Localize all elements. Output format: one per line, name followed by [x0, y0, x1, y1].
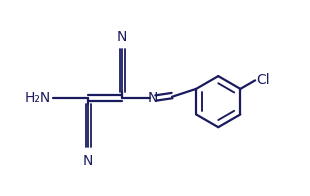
Text: N: N	[147, 92, 158, 105]
Text: H₂N: H₂N	[25, 91, 51, 105]
Text: N: N	[117, 31, 127, 44]
Text: N: N	[83, 154, 93, 168]
Text: Cl: Cl	[256, 73, 270, 87]
